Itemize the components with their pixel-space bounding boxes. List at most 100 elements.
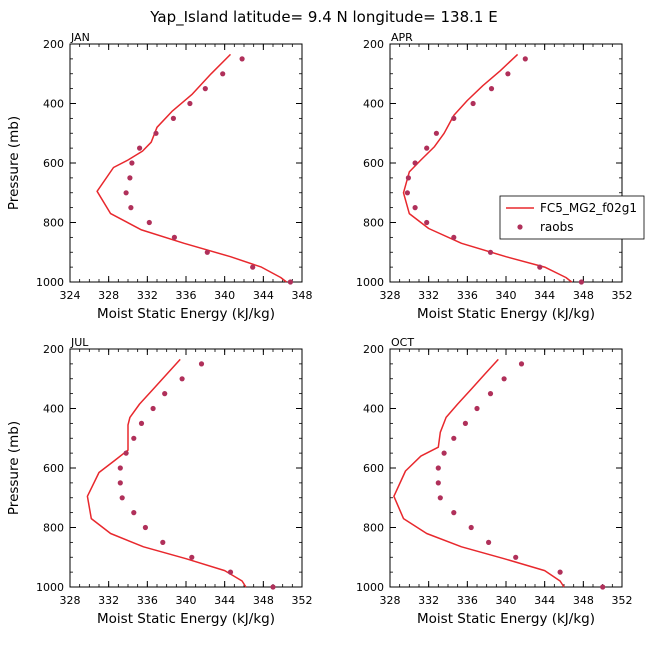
panel-jul: JUL 328 332 336 340 344 348 352 200 400 600 800 1000… xyxy=(6,336,313,627)
plot-frame xyxy=(389,348,623,588)
x-tick-label: 340 xyxy=(176,594,197,607)
raobs-point xyxy=(505,71,511,77)
raobs-point xyxy=(435,465,441,471)
x-tick-label: 332 xyxy=(418,594,439,607)
panel-title: OCT xyxy=(391,336,414,349)
raobs-point xyxy=(220,71,226,77)
raobs-point xyxy=(129,160,135,166)
raobs-point xyxy=(153,130,159,136)
y-axis-label: Pressure (mb) xyxy=(6,421,22,515)
x-tick-label: 328 xyxy=(98,289,119,302)
x-tick-label: 332 xyxy=(98,594,119,607)
y-tick-label: 200 xyxy=(43,38,64,51)
raobs-point xyxy=(128,205,134,211)
y-tick-label: 800 xyxy=(43,522,64,535)
x-tick-label: 340 xyxy=(496,594,517,607)
x-tick-label: 328 xyxy=(380,594,401,607)
raobs-point xyxy=(470,100,476,107)
y-tick-label: 1000 xyxy=(36,581,64,594)
y-axis-label: Pressure (mb) xyxy=(6,116,22,210)
x-tick-label: 324 xyxy=(60,289,81,302)
raobs-point xyxy=(451,234,457,240)
legend-obs-marker xyxy=(517,224,523,230)
raobs-point xyxy=(171,234,177,240)
raobs-point xyxy=(435,480,441,486)
x-tick-label: 352 xyxy=(612,594,633,607)
panel-oct: OCT 328 332 336 340 344 348 352 200 400 600 800 1000… xyxy=(356,336,633,627)
x-tick-label: 348 xyxy=(573,289,594,302)
raobs-point xyxy=(287,279,293,285)
raobs-point xyxy=(412,160,418,166)
y-tick-label: 600 xyxy=(363,462,384,475)
x-axis-label: Moist Static Energy (kJ/kg) xyxy=(417,611,595,627)
raobs-point xyxy=(424,145,430,151)
raobs-point xyxy=(462,420,468,426)
x-tick-label: 352 xyxy=(292,594,313,607)
plot-frame xyxy=(69,43,303,283)
raobs-point xyxy=(198,361,205,367)
x-axis-label: Moist Static Energy (kJ/kg) xyxy=(417,306,595,322)
raobs-point xyxy=(600,584,606,590)
raobs-point xyxy=(179,376,185,382)
x-tick-label: 332 xyxy=(137,289,158,302)
y-tick-label: 600 xyxy=(43,157,64,170)
y-tick-label: 800 xyxy=(363,522,384,535)
raobs-point xyxy=(474,405,480,412)
raobs-point xyxy=(187,100,193,107)
raobs-point xyxy=(250,264,256,270)
figure-title: Yap_Island latitude= 9.4 N longitude= 13… xyxy=(149,8,497,27)
x-tick-label: 336 xyxy=(176,289,197,302)
x-tick-label: 344 xyxy=(214,594,235,607)
raobs-point xyxy=(412,205,418,211)
raobs-point xyxy=(468,524,474,531)
model-profile-line xyxy=(393,358,565,588)
model-profile-line xyxy=(402,53,573,283)
legend-obs-label: raobs xyxy=(540,220,574,234)
x-tick-label: 332 xyxy=(418,289,439,302)
raobs-point xyxy=(451,115,457,121)
raobs-point xyxy=(150,405,156,412)
y-tick-label: 800 xyxy=(43,217,64,230)
raobs-point xyxy=(522,56,528,62)
raobs-point xyxy=(127,175,133,181)
x-tick-label: 340 xyxy=(496,289,517,302)
x-tick-label: 336 xyxy=(137,594,158,607)
x-tick-label: 336 xyxy=(457,594,478,607)
y-tick-label: 600 xyxy=(43,462,64,475)
panel-title: JAN xyxy=(70,31,90,44)
raobs-point xyxy=(487,249,494,255)
raobs-point xyxy=(433,130,439,136)
x-tick-label: 328 xyxy=(380,289,401,302)
x-tick-label: 348 xyxy=(573,594,594,607)
raobs-point xyxy=(162,391,168,397)
raobs-point xyxy=(557,569,563,575)
y-tick-label: 200 xyxy=(363,343,384,356)
x-tick-label: 344 xyxy=(253,289,274,302)
panel-jan: JAN 324 328 332 336 340 344 348 200 400 600 800 1000… xyxy=(6,31,313,322)
raobs-point xyxy=(117,480,123,486)
x-axis-label: Moist Static Energy (kJ/kg) xyxy=(97,611,275,627)
raobs-point xyxy=(486,539,492,546)
x-tick-label: 348 xyxy=(253,594,274,607)
model-profile-line xyxy=(96,53,287,283)
y-tick-label: 400 xyxy=(43,98,64,111)
legend-model-label: FC5_MG2_f02g1 xyxy=(540,201,637,215)
raobs-point xyxy=(451,509,457,516)
raobs-point xyxy=(170,115,176,121)
raobs-point xyxy=(437,495,443,501)
x-tick-label: 344 xyxy=(534,289,555,302)
x-tick-label: 344 xyxy=(534,594,555,607)
raobs-point xyxy=(404,190,410,196)
y-tick-label: 400 xyxy=(363,403,384,416)
x-tick-label: 328 xyxy=(60,594,81,607)
plot-frame xyxy=(389,43,623,283)
x-axis-label: Moist Static Energy (kJ/kg) xyxy=(97,306,275,322)
raobs-point xyxy=(202,86,208,92)
raobs-point xyxy=(123,190,129,196)
raobs-point xyxy=(160,539,166,546)
raobs-point xyxy=(405,175,411,181)
model-profile-line xyxy=(86,358,247,588)
y-tick-label: 400 xyxy=(363,98,384,111)
raobs-point xyxy=(537,264,543,270)
